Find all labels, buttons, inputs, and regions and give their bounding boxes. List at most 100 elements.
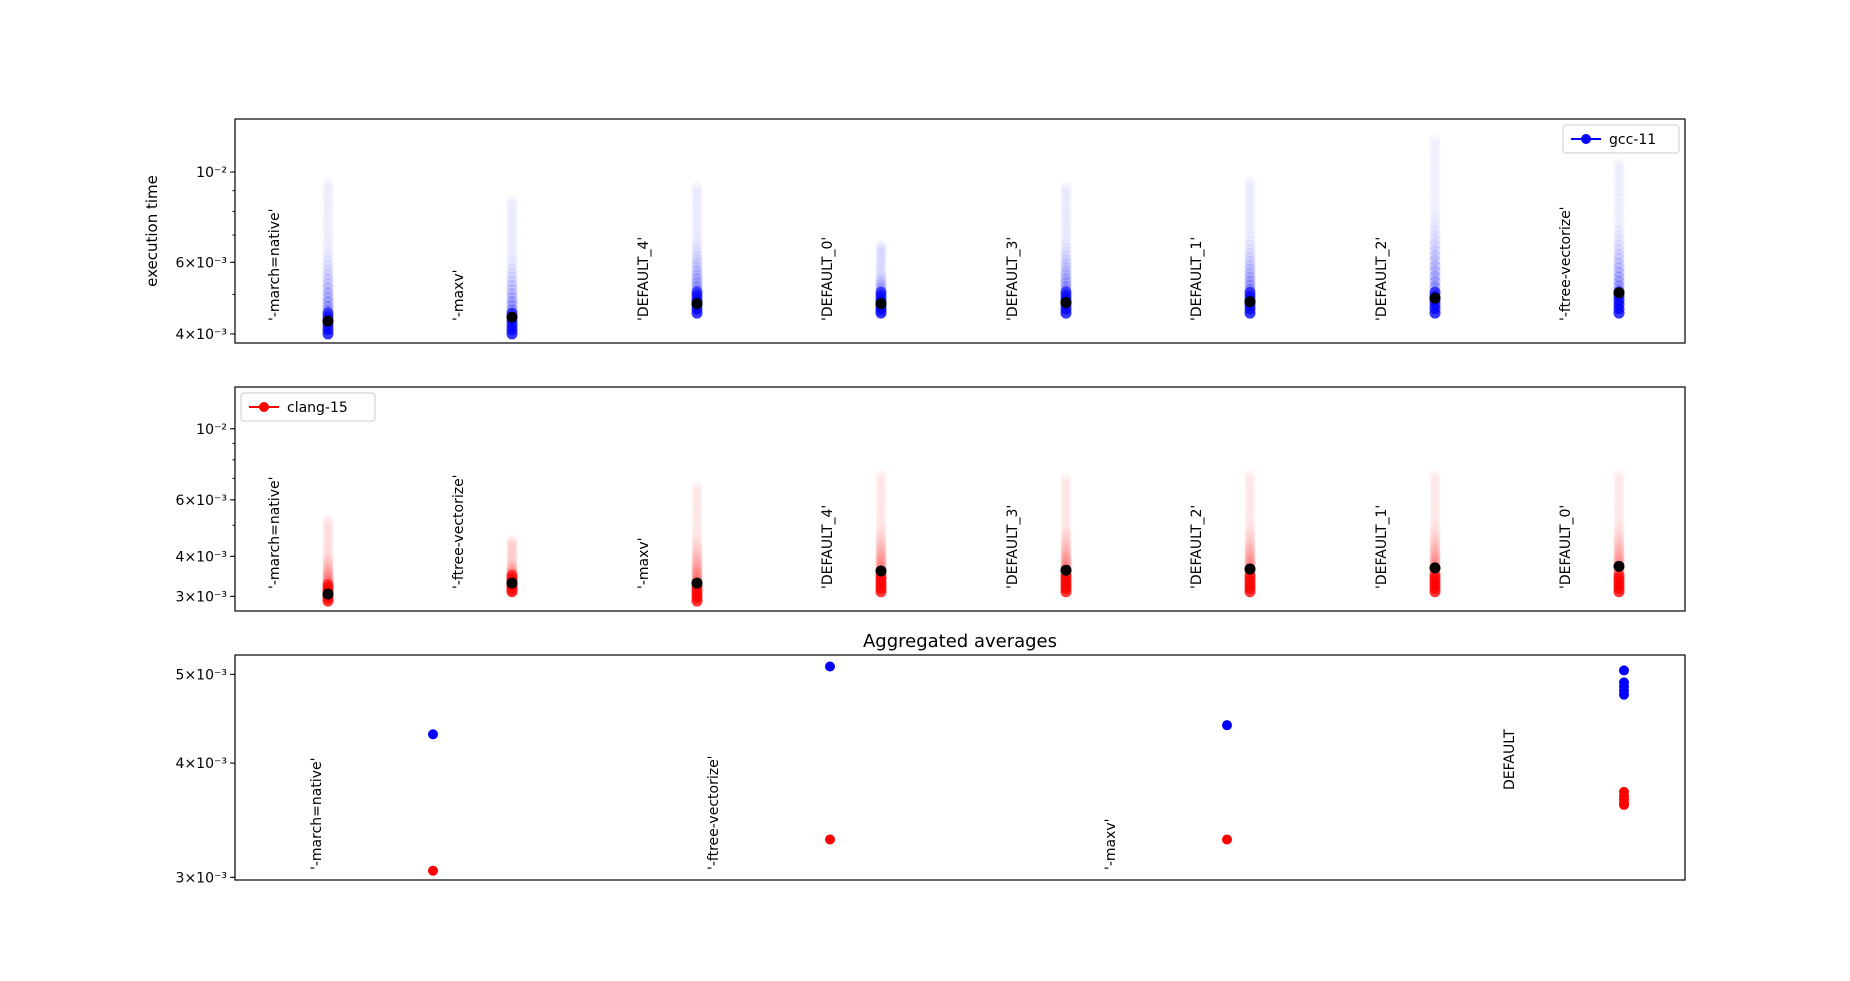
category-label-1: '-march=native': [267, 477, 283, 589]
sample-point: [691, 246, 703, 258]
sample-point: [1244, 275, 1256, 287]
sample-point: [875, 536, 887, 548]
sample-point: [1429, 228, 1441, 240]
sample-point: [691, 269, 703, 281]
mean-point: [1613, 560, 1625, 572]
average-point: [1619, 689, 1629, 700]
mean-point: [1613, 287, 1625, 299]
category-label-6: 'DEFAULT_2': [1189, 505, 1205, 589]
sample-point: [875, 522, 887, 534]
sample-point: [1613, 540, 1625, 552]
sample-point: [1613, 547, 1625, 559]
sample-point: [322, 291, 334, 303]
category-label-8: 'DEFAULT_0': [1558, 505, 1574, 589]
sample-point: [691, 265, 703, 277]
sample-point: [875, 550, 887, 562]
average-point: [1222, 834, 1232, 845]
sample-point: [506, 263, 518, 275]
sample-point: [1613, 262, 1625, 274]
sample-point: [1614, 158, 1625, 169]
sample-point: [1613, 543, 1625, 555]
sample-point: [875, 547, 887, 559]
sample-point: [1244, 251, 1256, 263]
sample-point: [1613, 569, 1625, 581]
sample-point: [1244, 522, 1256, 534]
sample-point: [1061, 473, 1072, 484]
sample-point: [1060, 265, 1072, 277]
sample-point: [1244, 243, 1256, 255]
sample-point: [507, 534, 518, 545]
sample-point: [1244, 259, 1256, 271]
sample-point: [691, 543, 703, 555]
sample-point: [506, 557, 518, 569]
sample-point: [1613, 266, 1625, 278]
y-axis-label: execution time: [143, 175, 161, 287]
sample-point: [322, 273, 334, 285]
sample-point: [1429, 547, 1441, 559]
sample-point: [1244, 286, 1256, 298]
sample-point: [691, 536, 703, 548]
sample-point: [1429, 265, 1441, 277]
sample-point: [1430, 469, 1441, 480]
average-point: [1619, 665, 1629, 676]
sample-point: [1244, 271, 1256, 283]
sample-point: [691, 273, 703, 285]
sample-point: [322, 579, 334, 591]
category-label-4: 'DEFAULT_4': [820, 505, 836, 589]
sample-point: [1244, 267, 1256, 279]
sample-point: [1614, 469, 1625, 480]
sample-point: [1060, 242, 1072, 254]
sample-point: [323, 177, 334, 188]
sample-point: [1244, 525, 1256, 537]
mean-point: [875, 565, 887, 577]
category-label-1: '-march=native': [267, 209, 283, 321]
sample-point: [1060, 555, 1072, 567]
sample-point: [1429, 543, 1441, 555]
mean-point: [1429, 292, 1441, 304]
category-label-7: 'DEFAULT_1': [1374, 505, 1390, 589]
category-label-3: '-maxv': [636, 537, 652, 589]
panel-3: 5×10⁻³ 4×10⁻³ 3×10⁻³ Aggregated averages '-m…: [176, 631, 1686, 886]
sample-point: [1613, 550, 1625, 562]
panel-2: 10⁻² 6×10⁻³ 4×10⁻³ 3×10⁻³ '-march=native' '-f…: [176, 386, 1686, 612]
mean-point: [691, 298, 703, 310]
sample-point: [322, 558, 334, 570]
sample-point: [1429, 270, 1441, 282]
average-point: [1222, 720, 1232, 731]
sample-point: [1613, 257, 1625, 269]
sample-point: [692, 481, 703, 492]
sample-point: [1060, 524, 1072, 536]
sample-point: [691, 238, 703, 250]
sample-point: [1244, 532, 1256, 544]
sample-point: [1429, 239, 1441, 251]
sample-point: [506, 288, 518, 300]
sample-point: [875, 532, 887, 544]
category-label-7: 'DEFAULT_2': [1374, 237, 1390, 321]
category-label-3: 'DEFAULT_4': [636, 237, 652, 321]
category-label-5: 'DEFAULT_3': [1005, 237, 1021, 321]
sample-point: [322, 570, 334, 582]
sample-point: [1429, 255, 1441, 267]
sample-point: [322, 250, 334, 262]
sample-point: [322, 296, 334, 308]
sample-point: [1613, 253, 1625, 265]
category-label-4: DEFAULT: [1502, 729, 1518, 790]
sample-point: [322, 568, 334, 580]
y-tick-label-1: 10⁻²: [196, 165, 227, 181]
sample-point: [1060, 276, 1072, 288]
average-point: [1619, 799, 1629, 810]
y-tick-label-3: 3×10⁻³: [176, 870, 227, 886]
sample-point: [691, 533, 703, 545]
sample-point: [322, 563, 334, 575]
mean-point: [1060, 564, 1072, 576]
mean-point: [1244, 296, 1256, 308]
sample-point: [1060, 269, 1072, 281]
category-label-2: '-ftree-vectorize': [451, 474, 467, 589]
sample-point: [1060, 238, 1072, 250]
sample-point: [1244, 247, 1256, 259]
plot-frame: [234, 118, 1686, 344]
sample-point: [322, 268, 334, 280]
sample-point: [322, 307, 334, 319]
sample-point: [875, 286, 887, 298]
